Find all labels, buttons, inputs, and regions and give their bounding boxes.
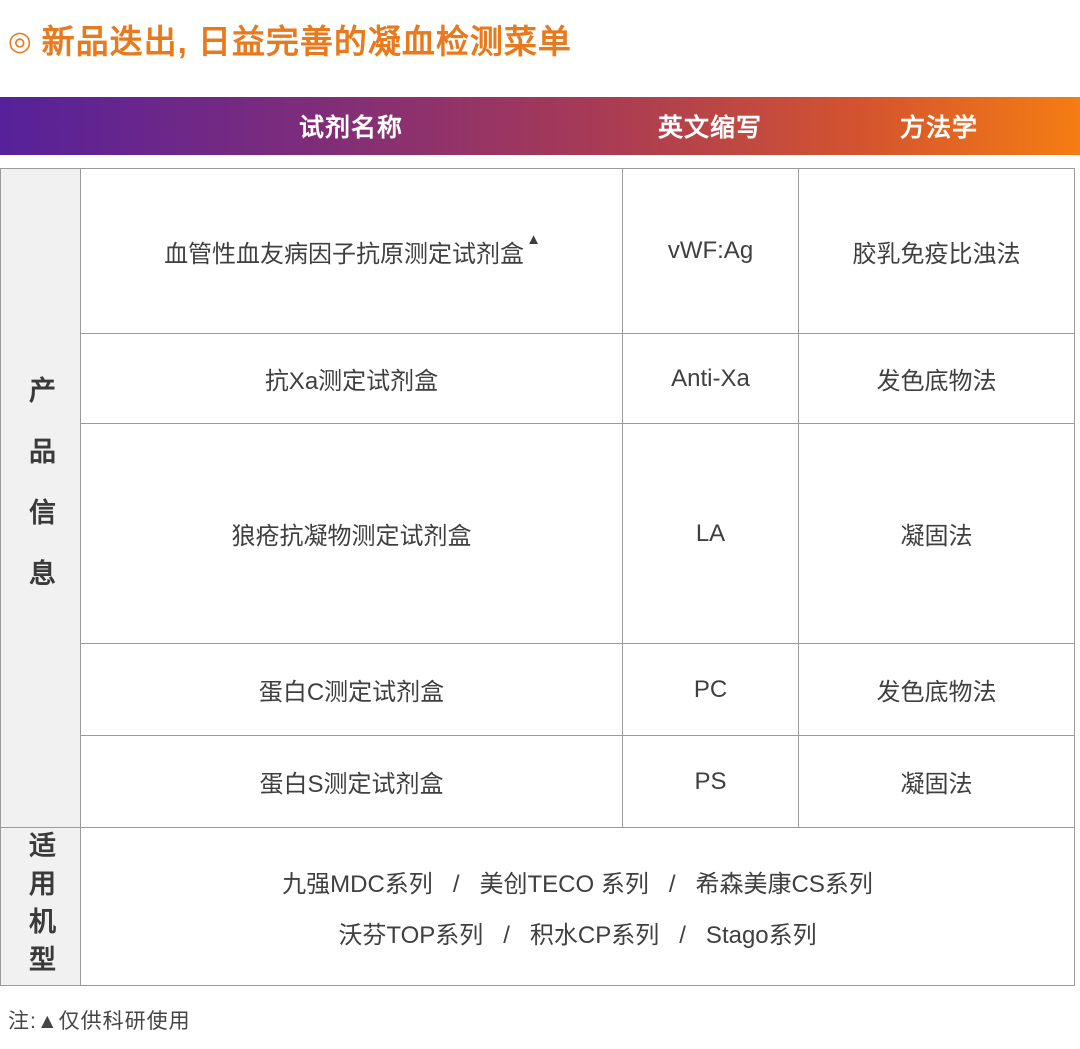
method-cell: 凝固法 xyxy=(799,424,1075,644)
bullseye-icon: ◎ xyxy=(8,25,32,56)
column-header-english-abbr: 英文缩写 xyxy=(657,114,762,142)
reagent-name-text: 蛋白C测定试剂盒 xyxy=(258,679,445,706)
abbr-cell: LA xyxy=(623,424,799,644)
row-group-label-applicable-models: 适用机型 xyxy=(1,828,81,986)
footnote: 注:▲仅供科研使用 xyxy=(8,1010,191,1033)
product-table: 产品信息 血管性血友病因子抗原测定试剂盒 ▲ vWF:Ag 胶乳免疫比浊法 抗Xa… xyxy=(0,168,1075,986)
models-line-1: 九强MDC系列 / 美创TECO 系列 / 希森美康CS系列 xyxy=(282,870,873,898)
page-title: ◎ 新品迭出, 日益完善的凝血检测菜单 xyxy=(8,20,1080,62)
abbr-cell: vWF:Ag xyxy=(623,169,799,334)
reagent-name-cell: 血管性血友病因子抗原测定试剂盒 ▲ xyxy=(81,169,623,334)
reagent-name-cell: 蛋白S测定试剂盒 xyxy=(81,736,623,828)
row-group-label-product-info: 产品信息 xyxy=(1,169,81,828)
reagent-name-cell: 抗Xa测定试剂盒 xyxy=(81,334,623,424)
reagent-name-cell: 蛋白C测定试剂盒 xyxy=(81,644,623,736)
reagent-name-text: 抗Xa测定试剂盒 xyxy=(264,368,439,395)
method-cell: 胶乳免疫比浊法 xyxy=(799,169,1075,334)
reagent-name-text: 血管性血友病因子抗原测定试剂盒 xyxy=(164,240,525,268)
method-cell: 发色底物法 xyxy=(799,334,1075,424)
models-line-2: 沃芬TOP系列 / 积水CP系列 / Stago系列 xyxy=(338,921,817,949)
column-header-methodology: 方法学 xyxy=(899,114,978,142)
abbr-cell: PC xyxy=(623,644,799,736)
abbr-cell: PS xyxy=(623,736,799,828)
header-spacer xyxy=(0,97,80,155)
method-cell: 凝固法 xyxy=(799,736,1075,828)
column-header-reagent-name: 试剂名称 xyxy=(298,114,403,142)
coagulation-menu-page: ◎ 新品迭出, 日益完善的凝血检测菜单 试剂名称 英文缩写 方法学 产品信息 血… xyxy=(0,20,1080,1049)
reagent-name-text: 蛋白S测定试剂盒 xyxy=(259,771,444,798)
abbr-cell: Anti-Xa xyxy=(623,334,799,424)
research-use-marker-icon: ▲ xyxy=(526,230,541,248)
method-cell: 发色底物法 xyxy=(799,644,1075,736)
reagent-name-cell: 狼疮抗凝物测定试剂盒 xyxy=(81,424,623,644)
reagent-name-text: 狼疮抗凝物测定试剂盒 xyxy=(231,523,472,550)
page-title-text: 新品迭出, 日益完善的凝血检测菜单 xyxy=(41,22,572,60)
table-header-bar: 试剂名称 英文缩写 方法学 xyxy=(0,97,1080,155)
applicable-models-cell: 九强MDC系列 / 美创TECO 系列 / 希森美康CS系列 沃芬TOP系列 /… xyxy=(81,828,1075,986)
